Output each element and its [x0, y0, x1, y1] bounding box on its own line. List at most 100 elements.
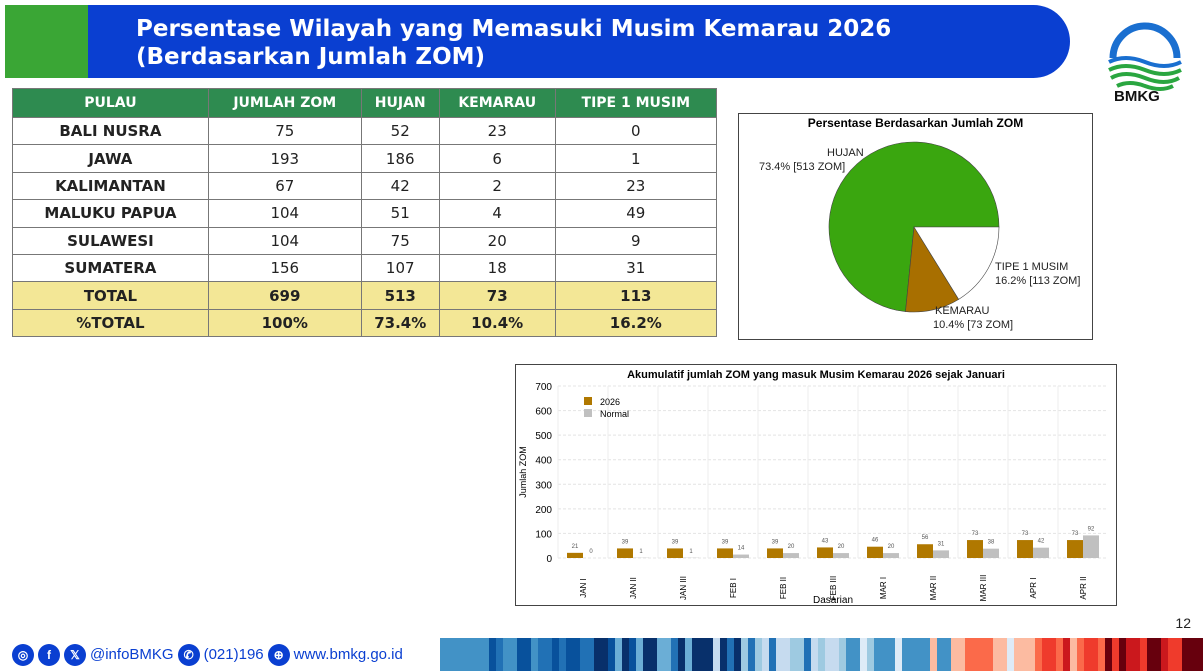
bar-value-label: 73: [1072, 531, 1079, 537]
table-cell: 23: [438, 116, 556, 146]
x-tick-label: MAR III: [979, 575, 988, 602]
table-cell: 67: [207, 171, 362, 201]
table-cell: 18: [438, 253, 556, 283]
x-tick-label: FEB II: [779, 577, 788, 599]
y-tick-label: 500: [535, 431, 552, 442]
column-header: PULAU: [12, 88, 209, 118]
table-cell: 513: [360, 281, 440, 310]
pie-label-kemarau: KEMARAU 10.4% [73 ZOM]: [933, 305, 1014, 331]
table-cell: 20: [438, 226, 556, 255]
title-banner: Persentase Wilayah yang Memasuki Musim K…: [88, 5, 1070, 78]
phone-number: (021)196: [203, 646, 264, 663]
bar-2026: [967, 540, 983, 558]
x-tick-label: MAR II: [929, 576, 938, 600]
bar-value-label: 21: [572, 544, 579, 550]
x-tick-label: JAN III: [679, 576, 688, 600]
x-tick-label: APR II: [1079, 576, 1088, 599]
social-handle[interactable]: @infoBMKG: [90, 646, 174, 663]
bar-title: Akumulatif jumlah ZOM yang masuk Musim K…: [627, 369, 1005, 381]
table-cell: 100%: [207, 308, 362, 338]
bar-value-label: 20: [838, 544, 845, 550]
bar-2026: [567, 552, 583, 558]
table-row: KALIMANTAN 67 42 2 23: [12, 171, 718, 201]
bar-normal: [1083, 535, 1099, 558]
table-cell: 4: [438, 199, 556, 228]
bar-normal: [933, 550, 949, 558]
legend-swatch: [584, 397, 592, 405]
table-cell: TOTAL: [12, 281, 209, 310]
x-tick-label: JAN II: [629, 577, 638, 599]
x-tick-label: APR I: [1029, 578, 1038, 599]
website-link[interactable]: www.bmkg.go.id: [293, 646, 403, 663]
table-cell: 75: [360, 226, 440, 255]
bar-value-label: 38: [988, 540, 995, 546]
y-tick-label: 700: [535, 382, 552, 393]
table-row: JAWA 193 186 6 1: [12, 144, 718, 173]
table-cell: 156: [207, 253, 362, 283]
bar-value-label: 1: [689, 549, 693, 555]
table-cell: 2: [438, 171, 556, 201]
pie-slice-tipe-1-musim: [913, 226, 1000, 300]
column-header: TIPE 1 MUSIM: [554, 88, 718, 118]
table-cell: 75: [207, 116, 362, 146]
table-cell: 49: [554, 199, 718, 228]
table-cell: 0: [554, 116, 718, 146]
table-cell: MALUKU PAPUA: [12, 199, 209, 228]
page-number: 12: [1175, 615, 1191, 631]
pie-chart: Persentase Berdasarkan Jumlah ZOM HUJAN 7…: [738, 113, 1093, 340]
y-tick-label: 100: [535, 529, 552, 540]
header-accent: [5, 5, 88, 78]
table-row: SUMATERA 156 107 18 31: [12, 253, 718, 283]
bar-value-label: 1: [639, 549, 643, 555]
bar-2026: [817, 547, 833, 558]
table-cell: 104: [207, 226, 362, 255]
title-line1: Persentase Wilayah yang Memasuki Musim K…: [136, 16, 892, 42]
bar-value-label: 92: [1088, 526, 1095, 532]
table-cell: 113: [554, 281, 718, 310]
bar-2026: [917, 544, 933, 558]
instagram-icon[interactable]: ◎: [12, 643, 34, 666]
table-row: BALI NUSRA 75 52 23 0: [12, 116, 718, 146]
table-row: SULAWESI 104 75 20 9: [12, 226, 718, 255]
x-tick-label: FEB III: [829, 576, 838, 600]
y-tick-label: 200: [535, 505, 552, 516]
table-cell: 31: [554, 253, 718, 283]
table-cell: 1: [554, 144, 718, 173]
legend-swatch: [584, 409, 592, 417]
column-header: KEMARAU: [438, 88, 556, 118]
bar-normal: [783, 553, 799, 558]
bar-value-label: 31: [938, 541, 945, 547]
table-cell: 51: [360, 199, 440, 228]
column-header: HUJAN: [360, 88, 440, 118]
facebook-icon[interactable]: f: [38, 643, 60, 666]
bar-2026: [617, 548, 633, 558]
x-icon[interactable]: 𝕏: [64, 643, 86, 666]
total-row: %TOTAL 100% 73.4% 10.4% 16.2%: [12, 308, 718, 338]
warming-stripes: [440, 638, 1203, 671]
bar-2026: [717, 548, 733, 558]
pie-label-hujan: HUJAN 73.4% [513 ZOM]: [759, 147, 864, 173]
table-cell: 73: [438, 281, 556, 310]
x-tick-label: MAR I: [879, 577, 888, 599]
bar-normal: [883, 553, 899, 558]
pie-label-tipe1: TIPE 1 MUSIM 16.2% [113 ZOM]: [995, 261, 1081, 287]
table-cell: SULAWESI: [12, 226, 209, 255]
bar-2026: [1017, 540, 1033, 558]
table-cell: 104: [207, 199, 362, 228]
y-tick-label: 400: [535, 456, 552, 467]
bar-chart: Akumulatif jumlah ZOM yang masuk Musim K…: [515, 364, 1117, 606]
bar-value-label: 46: [872, 538, 879, 544]
logo-text: BMKG: [1114, 88, 1160, 105]
x-axis-label: Dasarian: [813, 595, 853, 605]
y-tick-label: 600: [535, 407, 552, 418]
bar-value-label: 39: [772, 539, 779, 545]
bar-value-label: 39: [722, 539, 729, 545]
table-cell: JAWA: [12, 144, 209, 173]
bar-value-label: 73: [972, 531, 979, 537]
bar-normal: [833, 553, 849, 558]
bar-2026: [767, 548, 783, 558]
x-tick-label: JAN I: [579, 578, 588, 598]
table-cell: 16.2%: [554, 308, 718, 338]
x-tick-label: FEB I: [729, 578, 738, 598]
table-cell: 42: [360, 171, 440, 201]
